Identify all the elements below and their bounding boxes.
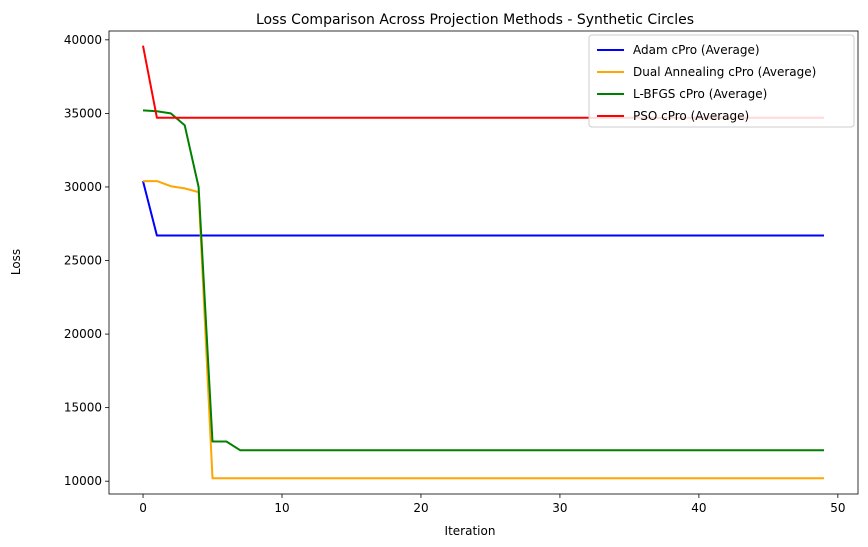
series-layer (142, 45, 824, 480)
plot-area: 0 10 20 30 40 50 10000 15000 20000 25000 30000 350… (64, 30, 859, 515)
x-tick-label: 10 (274, 501, 289, 515)
series-line-1 (142, 180, 824, 237)
axes-frame (108, 30, 859, 495)
y-tick-label: 15000 (64, 401, 102, 415)
series-line-2 (143, 180, 824, 480)
legend-label: L-BFGS cPro (Average) (633, 87, 767, 101)
y-tick-label: 10000 (64, 474, 102, 488)
y-tick-label: 30000 (64, 180, 102, 194)
legend-label: Adam cPro (Average) (633, 43, 760, 57)
chart-title: Loss Comparison Across Projection Method… (256, 12, 694, 28)
x-tick-label: 40 (691, 501, 706, 515)
legend-box (588, 34, 855, 128)
series-line-3 (142, 109, 824, 452)
y-tick-label: 40000 (64, 33, 102, 47)
legend-label: PSO cPro (Average) (633, 109, 749, 123)
y-tick-label: 20000 (64, 327, 102, 341)
y-axis-label: Loss (9, 249, 23, 275)
x-tick-label: 20 (413, 501, 428, 515)
y-tick-label: 25000 (64, 254, 102, 268)
y-axis: 10000 15000 20000 25000 30000 35000 40000 (64, 33, 109, 488)
legend: Adam cPro (Average) Dual Annealing cPro (… (588, 34, 855, 128)
x-tick-label: 50 (830, 501, 845, 515)
y-tick-label: 35000 (64, 106, 102, 120)
x-axis: 0 10 20 30 40 50 (139, 494, 845, 515)
x-axis-label: Iteration (445, 524, 496, 538)
x-tick-label: 0 (139, 501, 147, 515)
x-tick-label: 30 (552, 501, 567, 515)
legend-label: Dual Annealing cPro (Average) (633, 65, 816, 79)
